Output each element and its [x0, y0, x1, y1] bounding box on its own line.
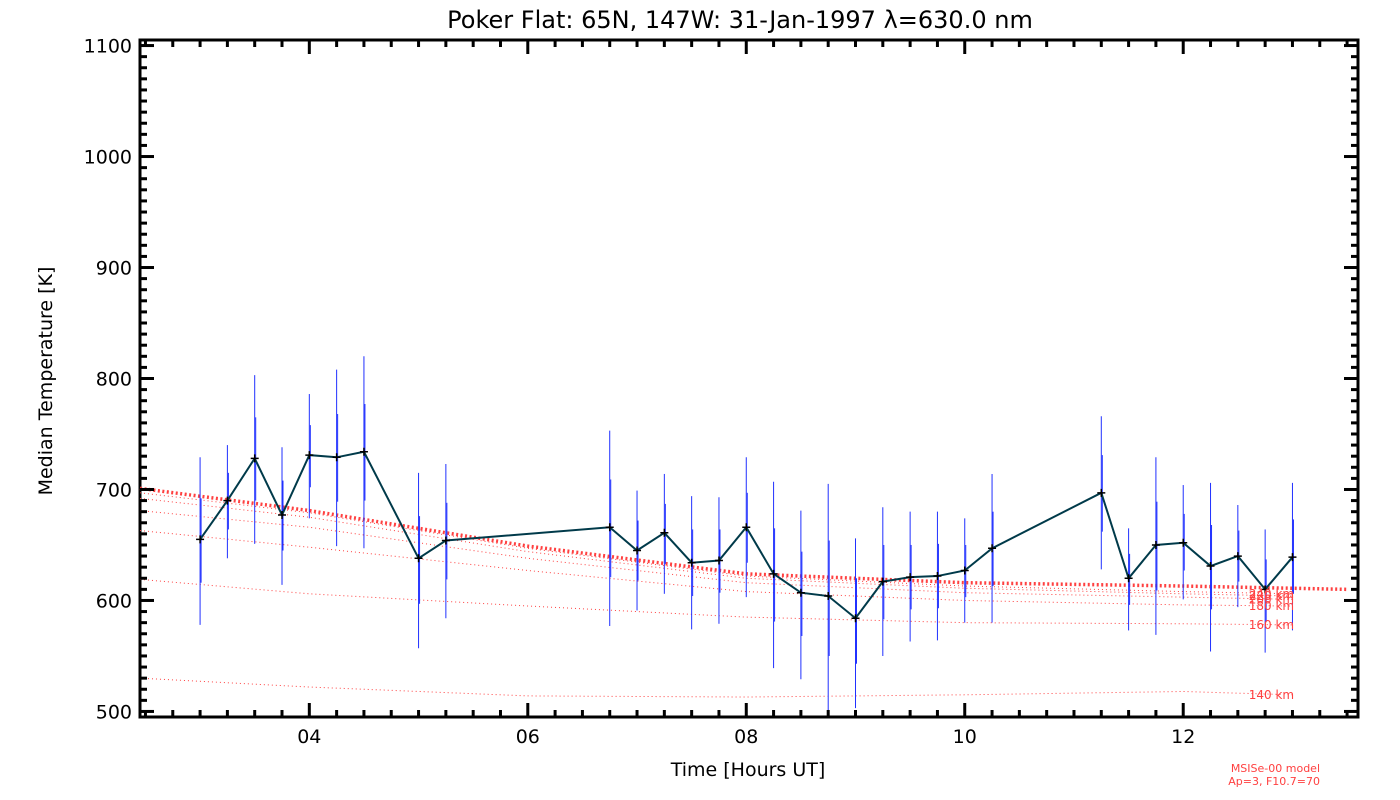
data-point: [305, 451, 314, 460]
data-point: [687, 558, 696, 567]
error-bars: [199, 356, 1294, 715]
model-curve: [139, 677, 1293, 698]
data-point: [441, 536, 450, 545]
x-tick-label: 12: [1171, 726, 1195, 748]
data-point: [605, 523, 614, 532]
plot-frame: [138, 38, 1360, 719]
data-point: [988, 544, 997, 553]
data-point: [742, 523, 751, 532]
model-curve: [139, 578, 1293, 626]
y-axis-ticks: 500 600 700 800 900 1000 1100: [84, 36, 1358, 723]
data-point: [933, 572, 942, 581]
y-tick-label: 700: [96, 479, 132, 501]
data-point: [1206, 562, 1215, 571]
data-point: [414, 554, 423, 563]
data-point: [1179, 538, 1188, 547]
data-point: [278, 511, 287, 520]
data-point: [633, 546, 642, 555]
data-point: [1124, 574, 1133, 583]
model-altitude-label: 180 km: [1249, 599, 1294, 613]
model-exospheric-curve: [139, 486, 1348, 592]
x-tick-label: 10: [953, 726, 977, 748]
model-altitude-label: 200 km: [1249, 592, 1294, 606]
y-tick-label: 1000: [84, 147, 132, 169]
data-point: [1288, 553, 1297, 562]
model-note-line-1: MSISe-00 model: [1231, 762, 1320, 775]
data-point: [332, 453, 341, 462]
model-altitude-label: 160 km: [1249, 618, 1294, 632]
x-tick-label: 08: [734, 726, 758, 748]
model-lines: [139, 486, 1348, 698]
model-note-line-2: Ap=3, F10.7=70: [1228, 775, 1320, 788]
x-tick-label: 06: [516, 726, 540, 748]
measured-line: [199, 450, 1294, 620]
data-point: [906, 573, 915, 582]
plot-border: [138, 38, 1360, 719]
x-tick-label: 04: [297, 726, 321, 748]
y-tick-label: 600: [96, 590, 132, 612]
data-point: [851, 614, 860, 623]
y-tick-label: 1100: [84, 36, 132, 58]
x-axis-ticks: 04 06 08 10 12: [143, 40, 1349, 748]
y-tick-label: 900: [96, 258, 132, 280]
data-point: [1151, 540, 1160, 549]
chart-title: Poker Flat: 65N, 147W: 31-Jan-1997 λ=630…: [447, 6, 1033, 34]
data-point: [824, 592, 833, 601]
measured-series: [196, 447, 1297, 623]
data-point: [1261, 585, 1270, 594]
data-point: [660, 528, 669, 537]
data-point: [250, 454, 259, 463]
data-point: [196, 535, 205, 544]
model-curve: [139, 492, 1293, 595]
data-point: [359, 447, 368, 456]
model-altitude-label: 220 km: [1249, 589, 1294, 603]
model-altitude-label: 240 km: [1249, 587, 1294, 601]
x-axis-label: Time [Hours UT]: [670, 759, 826, 781]
data-point: [769, 569, 778, 578]
y-tick-label: 500: [96, 701, 132, 723]
data-point: [1233, 552, 1242, 561]
data-point: [878, 577, 887, 586]
data-point: [223, 496, 232, 505]
data-point: [714, 556, 723, 565]
y-axis-label: Median Temperature [K]: [35, 267, 57, 496]
data-point: [796, 588, 805, 597]
y-tick-label: 800: [96, 369, 132, 391]
model-altitude-label: 140 km: [1249, 688, 1294, 702]
data-point: [960, 566, 969, 575]
data-point: [1097, 488, 1106, 497]
